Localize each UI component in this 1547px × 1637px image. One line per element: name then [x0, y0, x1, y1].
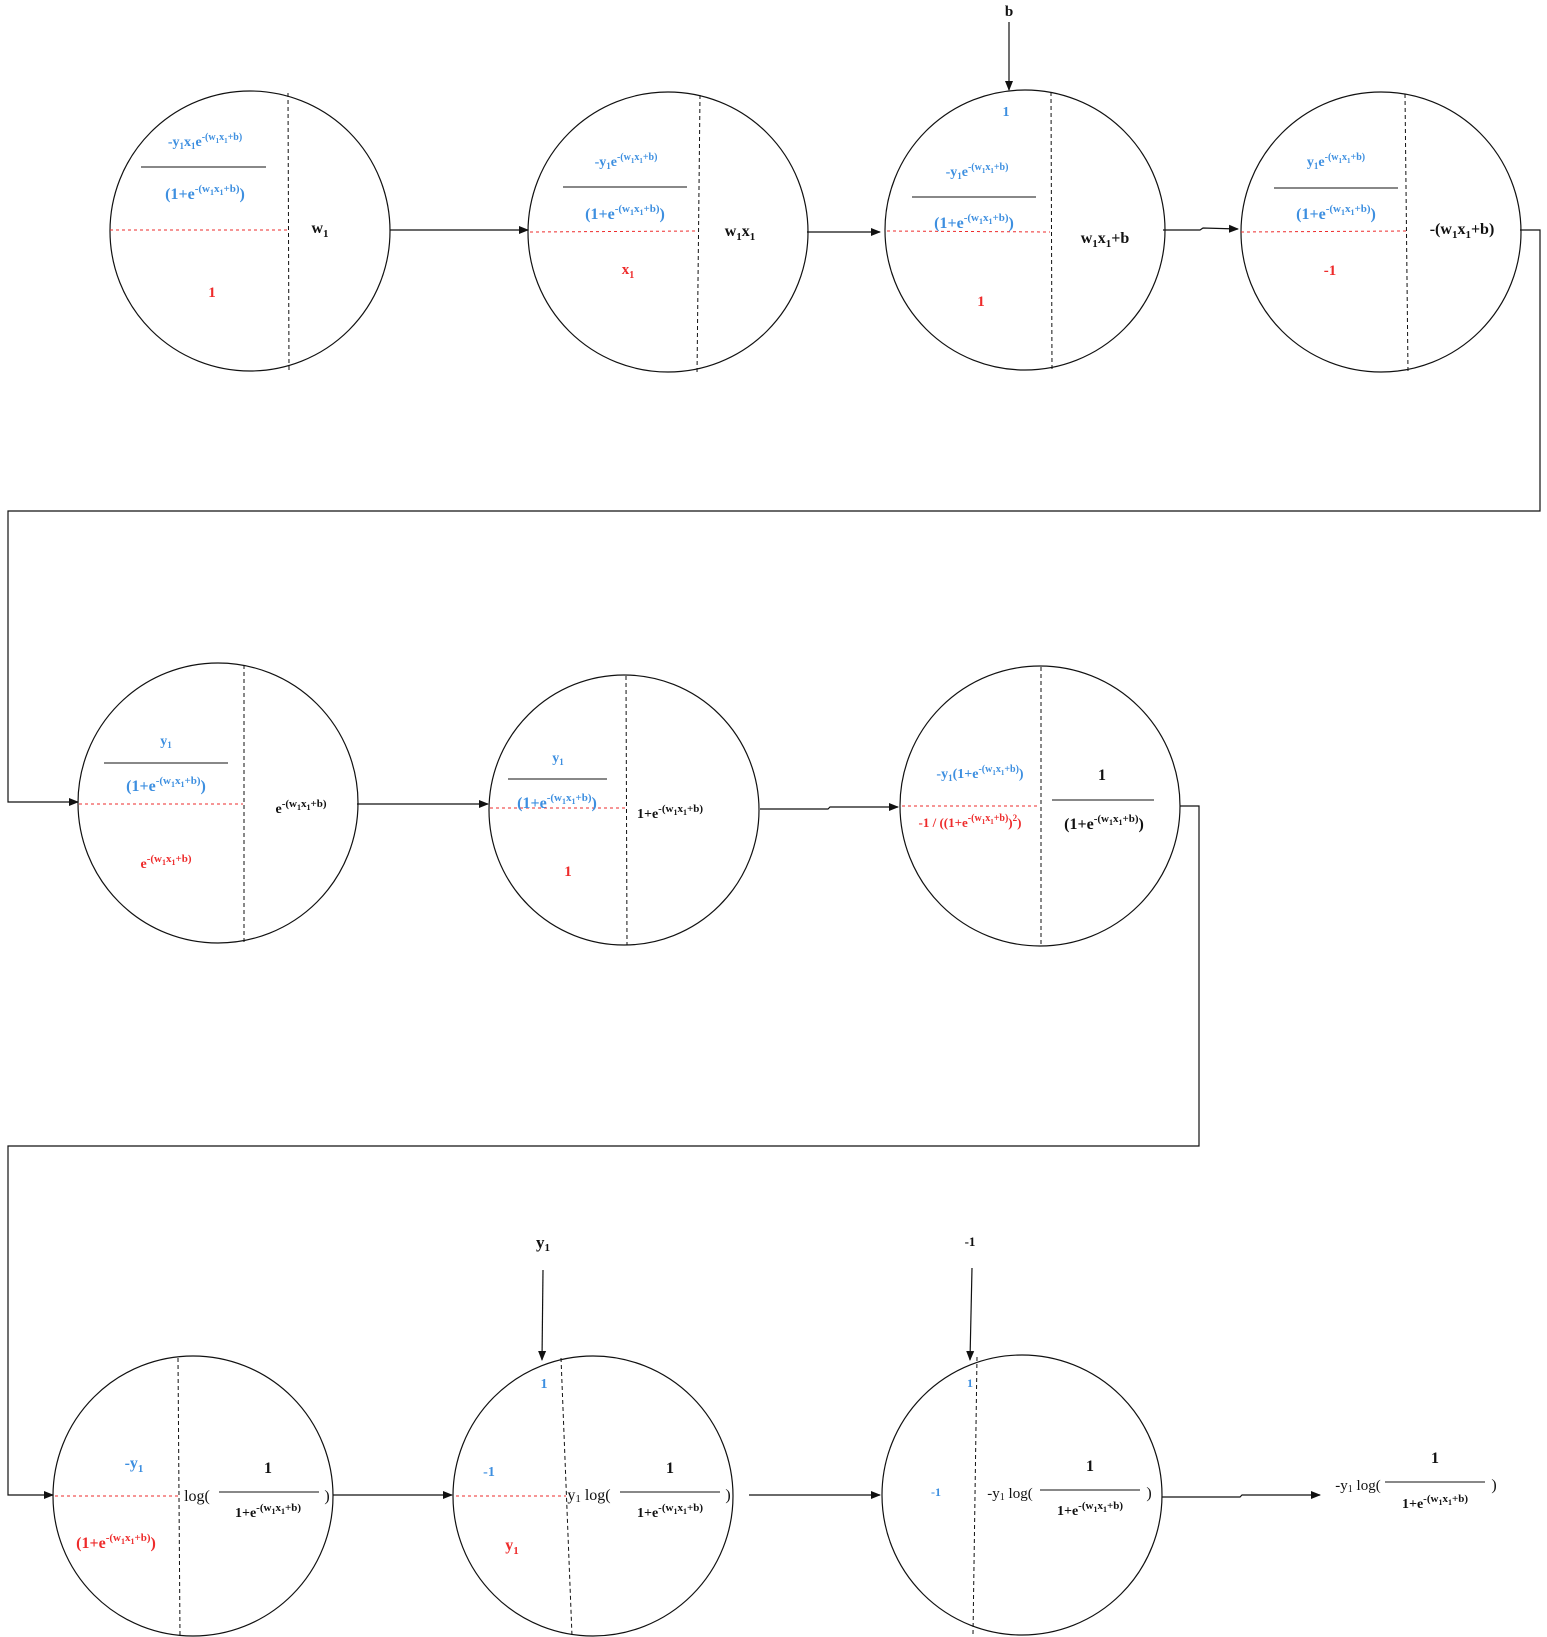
grad-denominator: (1+e-(w1x1+b)): [1296, 203, 1376, 223]
connectors: [7, 22, 1541, 1499]
value-prefix: log(: [184, 1488, 210, 1505]
grad-value: -y1: [125, 1455, 144, 1475]
input-y1-label: y1: [536, 1233, 550, 1254]
node-circle: [899, 665, 1181, 947]
grad-value: -y1(1+e-(w1x1+b)): [936, 764, 1024, 783]
value-suffix: ): [725, 1487, 730, 1504]
value-divider: [1050, 91, 1053, 371]
node-add-one: y1 (1+e-(w1x1+b)) 1 1+e-(w1x1+b): [488, 674, 760, 946]
value-denominator: 1+e-(w1x1+b): [637, 1502, 703, 1521]
grad-numerator: -y1e-(w1x1+b): [595, 152, 658, 171]
node-circle: [452, 1355, 734, 1637]
local-grad: x1: [622, 262, 635, 281]
value-numerator: 1: [264, 1460, 272, 1477]
grad-numerator: y1e-(w1x1+b): [1307, 152, 1365, 171]
value-divider: [560, 1357, 573, 1637]
value-numerator: 1: [666, 1460, 674, 1477]
output-prefix: -y1 log(: [1335, 1478, 1380, 1495]
edge-neg1-input: [966, 1267, 975, 1361]
node-circle: [488, 674, 760, 946]
edge-mul-neg-to-output: [1162, 1491, 1321, 1499]
value-denominator: (1+e-(w1x1+b)): [1064, 813, 1144, 833]
node-w1x1-plus-b: 1 -y1e-(w1x1+b) (1+e-(w1x1+b)) 1 w1x1+b: [884, 89, 1166, 371]
edge-recip-to-log: [7, 805, 1200, 1499]
grad-value: -1: [931, 1485, 941, 1499]
grad-numerator: y1: [160, 734, 172, 750]
node-log: -y1 (1+e-(w1x1+b)) log( 1 1+e-(w1x1+b) ): [52, 1355, 334, 1637]
node-circle: [109, 90, 391, 372]
value-divider: [287, 92, 290, 371]
node-w1: -y1x1e-(w1x1+b) (1+e-(w1x1+b)) 1 w1: [109, 90, 391, 372]
grad-numerator: -y1e-(w1x1+b): [946, 162, 1009, 181]
value-denominator: 1+e-(w1x1+b): [1057, 1500, 1123, 1519]
input-neg1-label: -1: [965, 1234, 976, 1249]
edge-neg-to-exp: [7, 229, 1541, 806]
value-prefix: -y1 log(: [987, 1486, 1032, 1503]
output-denominator: 1+e-(w1x1+b): [1402, 1493, 1468, 1512]
grad-numerator: y1: [552, 751, 564, 767]
node-circle: [77, 662, 359, 944]
node-value: e-(w1x1+b): [275, 798, 326, 817]
output-expression: -y1 log( 1 1+e-(w1x1+b) ): [1335, 1450, 1496, 1512]
grad-denominator: (1+e-(w1x1+b)): [517, 792, 597, 812]
node-multiply-y1: 1 -1 y1 y1 log( 1 1+e-(w1x1+b) ): [452, 1355, 734, 1637]
local-grad: y1: [505, 1537, 519, 1557]
node-value: w1x1: [725, 223, 756, 243]
node-multiply-neg1: 1 -1 -y1 log( 1 1+e-(w1x1+b) ): [881, 1354, 1163, 1636]
local-grad: 1: [977, 294, 985, 310]
edge-y1-input: [538, 1269, 547, 1361]
edge-add1-to-recip: [760, 803, 899, 811]
grad-top: 1: [967, 1376, 973, 1390]
node-value: -(w1x1+b): [1430, 221, 1495, 241]
node-w1x1: -y1e-(w1x1+b) (1+e-(w1x1+b)) x1 w1x1: [527, 91, 809, 376]
value-prefix: y1 log(: [567, 1487, 610, 1505]
local-grad: 1: [208, 285, 216, 301]
grad-value: -1: [483, 1465, 495, 1480]
grad-denominator: (1+e-(w1x1+b)): [165, 183, 245, 203]
input-b-label: b: [1005, 4, 1013, 20]
grad-top: 1: [1003, 105, 1010, 120]
node-circle: [881, 1354, 1163, 1636]
value-divider: [1404, 93, 1409, 373]
grad-divider: [1240, 230, 1407, 233]
node-value: w1x1+b: [1081, 230, 1130, 250]
value-suffix: ): [324, 1488, 329, 1505]
grad-denominator: (1+e-(w1x1+b)): [934, 212, 1014, 232]
grad-denominator: (1+e-(w1x1+b)): [126, 775, 206, 795]
node-reciprocal: -y1(1+e-(w1x1+b)) -1 / ((1+e-(w1x1+b))2)…: [899, 665, 1181, 947]
grad-numerator: -y1x1e-(w1x1+b): [168, 132, 242, 151]
value-divider: [696, 94, 701, 376]
value-divider: [972, 1356, 978, 1635]
output-suffix: ): [1491, 1477, 1496, 1494]
value-divider: [625, 675, 628, 946]
node-exp: y1 (1+e-(w1x1+b)) e-(w1x1+b) e-(w1x1+b): [77, 662, 359, 944]
node-value: 1+e-(w1x1+b): [637, 803, 703, 822]
node-negate: y1e-(w1x1+b) (1+e-(w1x1+b)) -1 -(w1x1+b): [1240, 91, 1522, 373]
node-value: w1: [311, 220, 328, 240]
local-grad: -1 / ((1+e-(w1x1+b))2): [919, 813, 1022, 830]
output-numerator: 1: [1431, 1450, 1439, 1467]
value-denominator: 1+e-(w1x1+b): [235, 1502, 301, 1521]
node-circle: [527, 91, 809, 373]
local-grad: -1: [1324, 263, 1337, 279]
value-numerator: 1: [1098, 767, 1106, 784]
value-divider: [177, 1357, 181, 1637]
value-suffix: ): [1146, 1485, 1151, 1502]
local-grad: 1: [564, 864, 572, 880]
grad-divider: [886, 230, 1051, 233]
grad-top: 1: [541, 1377, 548, 1392]
grad-denominator: (1+e-(w1x1+b)): [585, 203, 665, 223]
local-grad: (1+e-(w1x1+b)): [76, 1532, 156, 1552]
edge-sum-to-neg: [1163, 224, 1239, 233]
local-grad: e-(w1x1+b): [140, 853, 191, 872]
grad-divider: [529, 230, 699, 233]
node-circle: [884, 89, 1166, 371]
value-numerator: 1: [1086, 1458, 1094, 1475]
node-circle: [52, 1355, 334, 1637]
